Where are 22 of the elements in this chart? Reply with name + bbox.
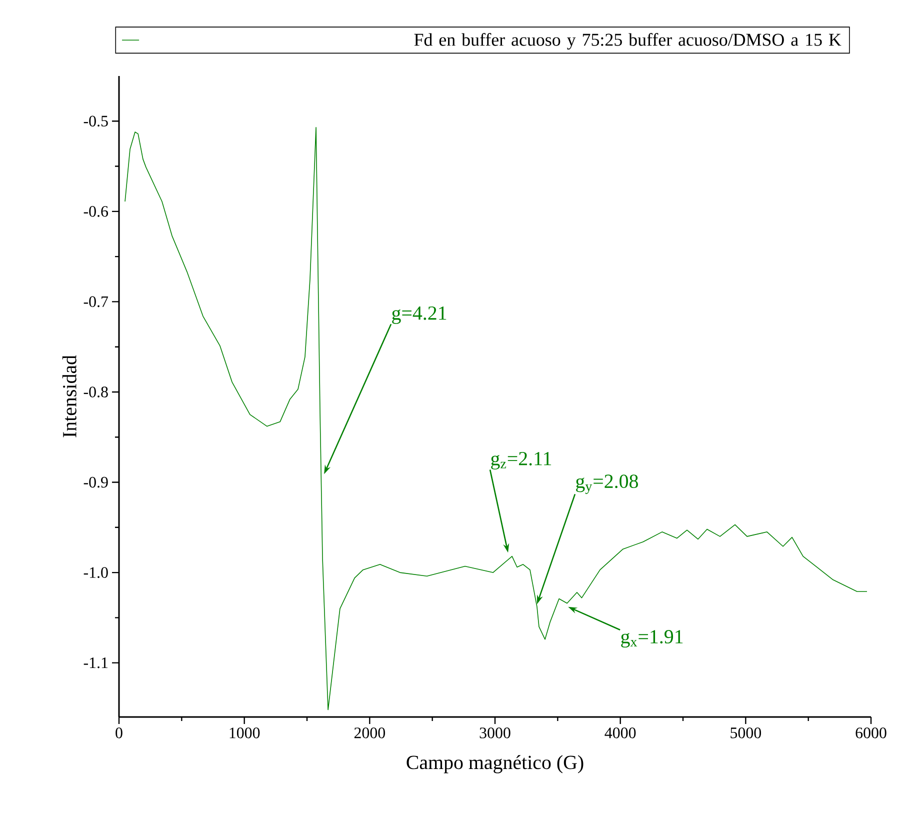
y-tick-label: -0.8 — [84, 386, 108, 398]
annotation: g$_{x}$=1.91 — [621, 630, 683, 648]
x-tick-label: 5000 — [730, 728, 761, 738]
x-tick-label: 6000 — [856, 728, 886, 738]
x-tick-label: 2000 — [354, 728, 385, 738]
y-tick-label: -1.1 — [84, 657, 108, 668]
x-axis-title: Campo magnético (G) — [406, 755, 584, 774]
y-axis-title: Intensidad — [62, 355, 76, 438]
y-tick-label: -0.5 — [84, 116, 108, 127]
y-tick-label: -1.0 — [84, 567, 108, 578]
x-tick-label: 1000 — [230, 728, 260, 738]
annotation: g$_{z}$=2.11 — [491, 452, 552, 470]
text: Fd en buffer acuoso y 75:25 buffer acuoso/DMSO a 15 K — [414, 33, 842, 50]
y-tick-label: -0.6 — [84, 206, 108, 217]
x-tick-label: 4000 — [604, 728, 636, 738]
x-tick-label: 3000 — [480, 728, 510, 738]
annotation: g$_{y}$=2.08 — [576, 474, 638, 494]
y-tick-label: -0.9 — [84, 476, 108, 488]
annotation: g=4.21 — [392, 306, 446, 324]
x-tick-label: 0 — [116, 728, 122, 738]
line-series — [124, 127, 868, 710]
y-tick-label: -0.7 — [84, 296, 108, 308]
